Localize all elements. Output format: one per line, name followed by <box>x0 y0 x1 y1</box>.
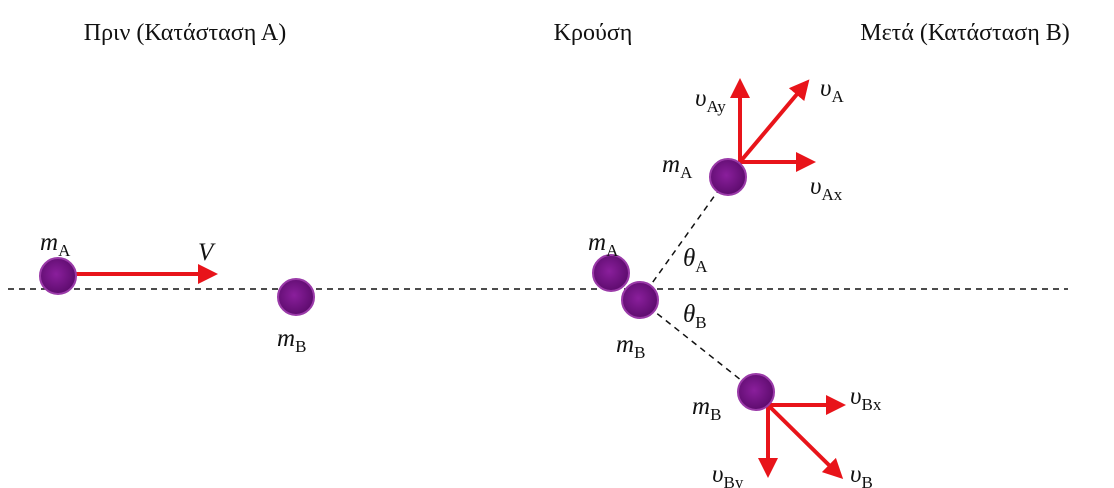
subscript: A <box>680 163 693 182</box>
symbol: m <box>616 331 634 358</box>
ball <box>738 374 774 410</box>
label: mA <box>588 229 619 260</box>
subscript: By <box>723 473 743 488</box>
symbol: υ <box>712 461 723 488</box>
label: mB <box>692 393 721 424</box>
diagram: Πριν (Κατάσταση Α) Κρούση Μετά (Κατάστασ… <box>0 0 1114 488</box>
heading: Μετά (Κατάσταση Β) <box>860 20 1070 46</box>
subscript: B <box>695 313 706 332</box>
subscript: A <box>831 87 844 106</box>
symbol: m <box>277 325 295 352</box>
symbol: θ <box>683 301 695 328</box>
symbol: m <box>662 151 680 178</box>
ball <box>710 159 746 195</box>
symbol: υ <box>810 173 821 200</box>
subscript: B <box>295 337 306 356</box>
label: υAy <box>695 85 726 116</box>
symbol: υ <box>850 461 861 488</box>
subscript: B <box>634 343 645 362</box>
arrow <box>768 405 836 472</box>
arrow <box>740 87 803 162</box>
symbol: θ <box>683 245 695 272</box>
label: υA <box>820 75 844 106</box>
label: mB <box>616 331 645 362</box>
subscript: Bx <box>861 395 881 414</box>
label: mA <box>662 151 693 182</box>
symbol: V <box>198 239 216 266</box>
symbol: m <box>588 229 606 256</box>
subscript: Ax <box>821 185 842 204</box>
subscript: A <box>695 257 708 276</box>
symbol: υ <box>695 85 706 112</box>
ball <box>40 258 76 294</box>
path-line <box>640 177 728 300</box>
heading: Πριν (Κατάσταση Α) <box>84 20 287 46</box>
label: θB <box>683 301 707 332</box>
subscript: B <box>861 473 872 488</box>
label: υBx <box>850 383 882 414</box>
subscript: B <box>710 405 721 424</box>
ball <box>278 279 314 315</box>
symbol: υ <box>850 383 861 410</box>
label: mB <box>277 325 306 356</box>
label: mA <box>40 229 71 260</box>
subscript: Ay <box>706 97 726 116</box>
subscript: A <box>606 241 619 260</box>
ball <box>622 282 658 318</box>
label: υBy <box>712 461 744 488</box>
label: υB <box>850 461 873 488</box>
symbol: υ <box>820 75 831 102</box>
heading: Κρούση <box>554 20 633 46</box>
subscript: A <box>58 241 71 260</box>
label: θA <box>683 245 708 276</box>
ball <box>593 255 629 291</box>
label: υAx <box>810 173 843 204</box>
symbol: m <box>692 393 710 420</box>
symbol: m <box>40 229 58 256</box>
label: V <box>198 239 216 266</box>
